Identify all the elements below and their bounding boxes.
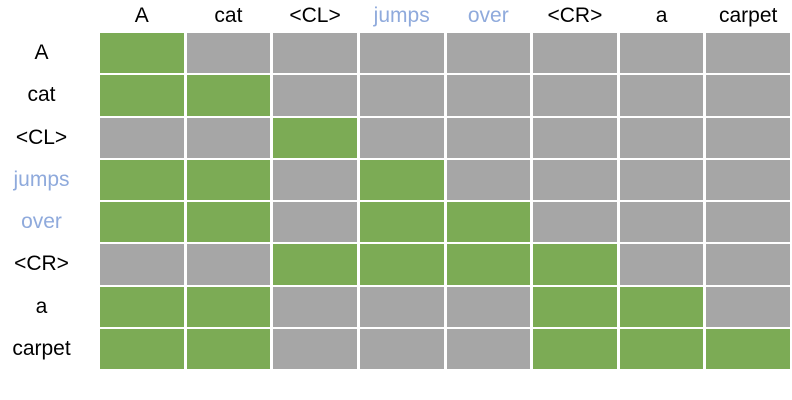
mask-cell-a-a xyxy=(100,33,184,74)
mask-cell-over-cr xyxy=(533,202,617,243)
mask-cell-cr-cr xyxy=(533,244,617,285)
row-label-cl: <CL> xyxy=(15,125,68,149)
mask-cell-cat-over xyxy=(446,75,531,116)
mask-cell-over-a xyxy=(100,202,184,243)
mask-cell-a-cr xyxy=(533,286,617,327)
mask-cell-over-carpet xyxy=(706,202,790,243)
row-label-cr: <CR> xyxy=(14,252,69,276)
col-header-cl: <CL> xyxy=(289,3,341,27)
col-header-cat: cat xyxy=(214,3,243,27)
mask-cell-cl-jumps xyxy=(359,117,444,158)
row-label-cat: cat xyxy=(27,83,56,107)
mask-cell-cat-a xyxy=(100,75,184,116)
mask-cell-over-over xyxy=(446,202,531,243)
col-header-a: a xyxy=(655,3,668,27)
mask-cell-cr-cat xyxy=(186,244,271,285)
mask-cell-carpet-a xyxy=(100,328,184,369)
mask-cell-a-over xyxy=(446,286,531,327)
mask-cell-carpet-over xyxy=(446,328,531,369)
mask-cell-cl-a xyxy=(100,117,184,158)
corner-spacer xyxy=(0,0,97,31)
mask-cell-carpet-cl xyxy=(273,328,357,369)
mask-cell-jumps-over xyxy=(446,159,531,200)
mask-cell-cat-carpet xyxy=(706,75,790,116)
row-label-over: over xyxy=(21,210,62,234)
mask-cell-over-jumps xyxy=(359,202,444,243)
mask-cell-a-jumps xyxy=(359,33,444,74)
mask-cell-cl-a xyxy=(619,117,704,158)
mask-cell-a-cl xyxy=(273,33,357,74)
mask-cell-cr-a xyxy=(619,244,704,285)
mask-cell-cl-cl xyxy=(273,117,357,158)
mask-cell-a-cl xyxy=(273,286,357,327)
row-label-carpet: carpet xyxy=(12,336,71,360)
mask-cell-a-a xyxy=(619,33,704,74)
row-label-jumps: jumps xyxy=(13,167,70,191)
mask-cell-cat-cat xyxy=(186,75,271,116)
col-header-carpet: carpet xyxy=(719,3,778,27)
col-header-cr: <CR> xyxy=(547,3,603,27)
col-header-a: A xyxy=(134,3,149,27)
mask-cell-cl-cat xyxy=(186,117,271,158)
mask-cell-a-jumps xyxy=(359,286,444,327)
mask-cell-cr-over xyxy=(446,244,531,285)
mask-cell-cr-a xyxy=(100,244,184,285)
mask-cell-jumps-a xyxy=(619,159,704,200)
mask-cell-carpet-cr xyxy=(533,328,617,369)
mask-cell-cat-jumps xyxy=(359,75,444,116)
mask-cell-a-carpet xyxy=(706,286,790,327)
mask-cell-jumps-cr xyxy=(533,159,617,200)
mask-cell-cl-over xyxy=(446,117,531,158)
row-label-a: A xyxy=(34,41,49,65)
mask-cell-a-cat xyxy=(186,286,271,327)
mask-cell-a-cr xyxy=(533,33,617,74)
mask-cell-carpet-cat xyxy=(186,328,271,369)
mask-cell-cl-carpet xyxy=(706,117,790,158)
col-header-jumps: jumps xyxy=(373,3,430,27)
mask-cell-jumps-a xyxy=(100,159,184,200)
mask-cell-a-over xyxy=(446,33,531,74)
row-label-a: a xyxy=(35,294,48,318)
mask-cell-carpet-carpet xyxy=(706,328,790,369)
col-header-over: over xyxy=(467,3,509,27)
mask-cell-a-a xyxy=(619,286,704,327)
mask-cell-cat-cl xyxy=(273,75,357,116)
mask-cell-jumps-cat xyxy=(186,159,271,200)
mask-cell-jumps-jumps xyxy=(359,159,444,200)
mask-cell-cl-cr xyxy=(533,117,617,158)
mask-cell-over-cl xyxy=(273,202,357,243)
mask-cell-over-a xyxy=(619,202,704,243)
mask-cell-a-a xyxy=(100,286,184,327)
mask-cell-cat-a xyxy=(619,75,704,116)
mask-cell-cr-carpet xyxy=(706,244,790,285)
mask-cell-carpet-jumps xyxy=(359,328,444,369)
mask-cell-cr-cl xyxy=(273,244,357,285)
mask-cell-a-cat xyxy=(186,33,271,74)
mask-cell-jumps-carpet xyxy=(706,159,790,200)
mask-cell-cat-cr xyxy=(533,75,617,116)
mask-cell-a-carpet xyxy=(706,33,790,74)
mask-cell-jumps-cl xyxy=(273,159,357,200)
mask-cell-cr-jumps xyxy=(359,244,444,285)
mask-cell-carpet-a xyxy=(619,328,704,369)
mask-cell-over-cat xyxy=(186,202,271,243)
